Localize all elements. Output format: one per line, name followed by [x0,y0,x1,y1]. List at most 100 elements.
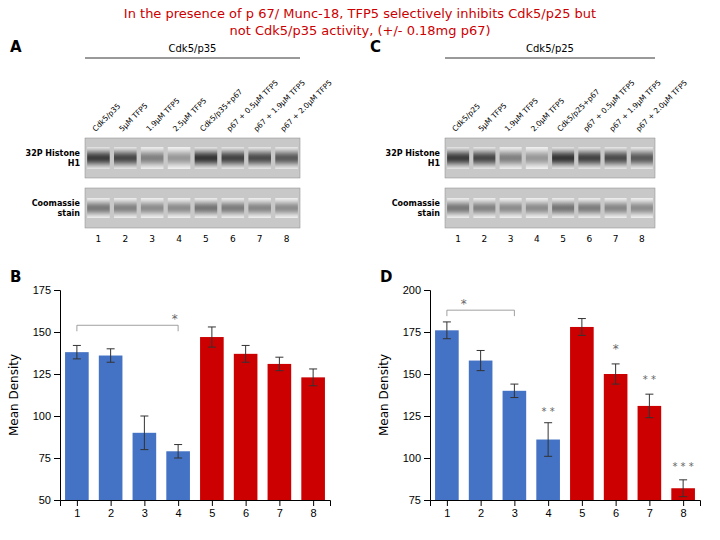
bracket [447,310,515,316]
tick-mark [77,500,78,506]
gel-background [85,138,300,178]
gel-band [552,198,574,218]
error-bar [544,423,552,457]
gel-band [114,147,137,169]
x-tick: 4 [176,500,182,519]
error-cap [544,422,552,423]
gel-band [605,147,627,169]
chart-svg: In the presence of p 67/ Munc-18, TFP5 s… [0,0,720,540]
tick-label: 5 [209,507,215,519]
gel-band [447,198,469,218]
error-cap [309,385,317,386]
lane-number: 7 [613,234,619,244]
text-line: stain [418,209,441,218]
gel-band [500,198,522,218]
tick-label: 100 [33,410,51,422]
tick-mark [548,500,549,506]
tick-mark [212,500,213,506]
tick-mark [54,416,60,417]
error-cap [645,394,653,395]
error-cap [443,338,451,339]
bar [435,330,459,500]
error-bar [140,416,148,450]
tick-label: 150 [33,326,51,338]
error-line [245,345,246,362]
error-cap [242,362,250,363]
x-tick: 8 [681,500,687,519]
tick-mark [54,332,60,333]
annotation: * * * [672,461,693,472]
error-bar [242,345,250,362]
axis-line [54,291,61,501]
x-tick: 5 [209,500,215,519]
bar [200,337,224,500]
gel-title: Cdk5/p25 [526,43,574,54]
error-cap [275,357,283,358]
error-cap [645,417,653,418]
gel-band [222,198,245,218]
gel-band [473,198,495,218]
panel-label: C [370,38,381,56]
tick-mark [54,374,60,375]
error-cap [612,363,620,364]
bar [268,364,292,500]
tick-mark [54,458,60,459]
error-cap [679,479,687,480]
tick-mark [683,500,684,506]
error-cap [679,496,687,497]
x-tick: 4 [546,500,552,519]
panel-label: A [10,38,22,56]
row-label: Coomassiestain [392,199,441,218]
tick-mark [514,500,515,506]
text-line: not Cdk5/p35 activity, (+/- 0.18mg p67) [229,23,490,38]
tick-label: 8 [311,507,317,519]
gel-band [552,147,574,169]
gel-band [275,147,298,169]
error-cap [140,449,148,450]
y-tick: 100 [33,410,60,422]
gel-band [578,147,600,169]
gel-band [631,147,653,169]
tick-label: 2 [478,507,484,519]
tick-label: 2 [108,507,114,519]
tick-label: 3 [512,507,518,519]
error-line [313,369,314,386]
gel-band [114,198,137,218]
tick-mark [54,290,60,291]
lane-number: 3 [508,234,514,244]
error-bar [208,327,216,347]
lane-number: 8 [284,234,290,244]
lane-number: 6 [230,234,236,244]
error-bar [107,349,115,362]
lane-number: 2 [122,234,128,244]
tick-mark [424,500,430,501]
text-line: In the presence of p 67/ Munc-18, TFP5 s… [124,6,596,21]
lane-number: 2 [482,234,488,244]
bar [570,327,594,500]
tick-label: 7 [277,507,283,519]
error-line [178,445,179,458]
tick-label: 7 [647,507,653,519]
error-cap [275,370,283,371]
tick-mark [111,500,112,506]
x-tick: 3 [142,500,148,519]
gel-panel: CCdk5/p25Cdk5/p255μM TFP51.9μM TFP52.0μM… [370,38,689,244]
error-bar [174,445,182,458]
tick-mark [246,500,247,506]
gel-band [222,147,245,169]
gel-band [141,147,164,169]
error-line [76,345,77,358]
tick-label: 175 [33,284,51,296]
error-cap [612,384,620,385]
tick-label: 175 [403,326,421,338]
text-line: Coomassie [392,199,441,208]
error-line [211,327,212,347]
x-tick: 3 [512,500,518,519]
gel-band [168,198,191,218]
bar-panel: 507510012515017512345678*Mean DensityB [7,268,331,519]
tick-label: 4 [176,507,182,519]
lane-number: 6 [587,234,593,244]
tick-label: 6 [613,507,619,519]
y-tick: 175 [403,326,430,338]
error-bar [578,319,586,336]
